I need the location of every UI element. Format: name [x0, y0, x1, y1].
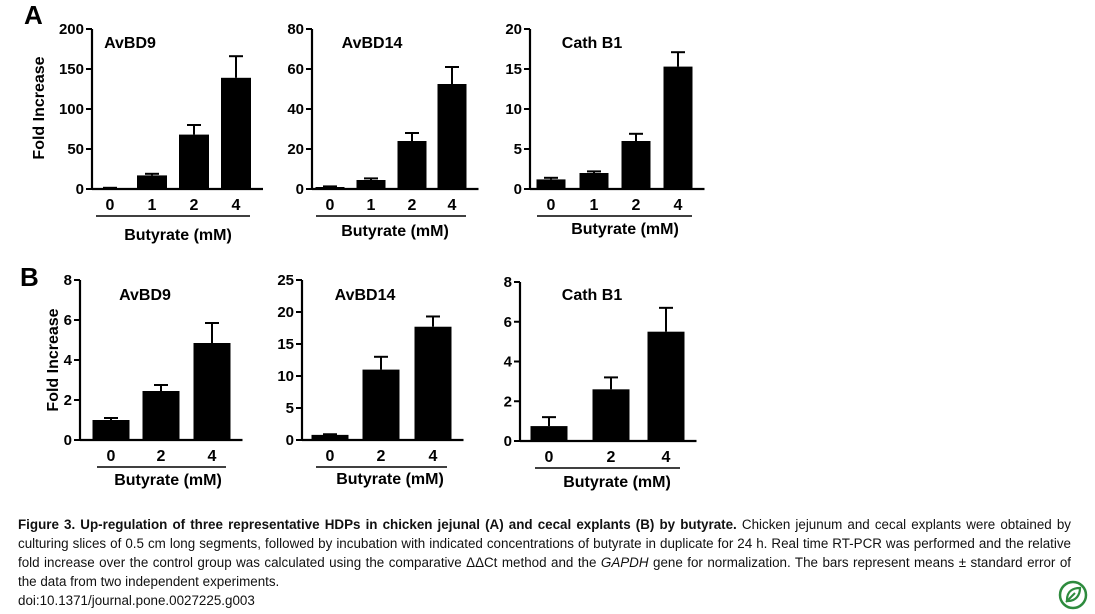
- bar: [221, 77, 251, 189]
- y-tick-label: 150: [59, 61, 84, 78]
- x-tick-label: 1: [367, 197, 376, 214]
- y-tick-label: 0: [504, 433, 512, 450]
- y-tick-label: 5: [286, 400, 294, 417]
- chart-title: Cath B1: [562, 287, 623, 304]
- bar: [579, 173, 609, 189]
- x-tick-label: 0: [326, 448, 335, 465]
- x-tick-label: 4: [674, 197, 683, 214]
- y-tick-label: 2: [504, 393, 512, 410]
- caption-doi: doi:10.1371/journal.pone.0027225.g003: [18, 593, 255, 608]
- y-tick-label: 8: [64, 272, 72, 289]
- panel-label-b: B: [20, 262, 39, 292]
- y-tick-label: 100: [59, 101, 84, 118]
- y-tick-label: 8: [504, 274, 512, 291]
- y-tick-label: 0: [296, 181, 304, 198]
- y-tick-label: 0: [514, 181, 522, 198]
- x-tick-label: 4: [448, 197, 457, 214]
- x-tick-label: 2: [190, 197, 199, 214]
- x-tick-label: 0: [107, 448, 116, 465]
- y-tick-label: 20: [505, 21, 522, 38]
- bar: [592, 389, 630, 441]
- chart-title: Cath B1: [562, 35, 623, 52]
- y-axis-label: Fold Increase: [45, 308, 62, 411]
- x-tick-label: 1: [590, 197, 599, 214]
- bar: [437, 84, 467, 189]
- y-tick-label: 5: [514, 141, 522, 158]
- bar: [92, 420, 130, 440]
- y-tick-label: 6: [64, 312, 72, 329]
- bar: [663, 66, 693, 189]
- y-tick-label: 60: [287, 61, 304, 78]
- y-axis-label: Fold Increase: [31, 56, 48, 159]
- y-tick-label: 25: [277, 272, 294, 289]
- caption-text-2: gene for normalization. The bars represe…: [18, 555, 1071, 589]
- x-axis-label: Butyrate (mM): [571, 221, 679, 238]
- x-tick-label: 4: [232, 197, 241, 214]
- bar: [647, 331, 685, 441]
- bar: [193, 343, 231, 440]
- x-tick-label: 2: [607, 449, 616, 466]
- x-tick-label: 0: [326, 197, 335, 214]
- chart-title: AvBD14: [342, 35, 403, 52]
- bar: [179, 134, 209, 189]
- figure-caption: Figure 3. Up-regulation of three represe…: [18, 515, 1071, 610]
- y-tick-label: 200: [59, 21, 84, 38]
- caption-gene: GAPDH: [600, 555, 649, 570]
- bar: [530, 426, 568, 441]
- plos-leaf-icon[interactable]: [1058, 580, 1088, 610]
- x-axis-label: Butyrate (mM): [563, 474, 671, 491]
- y-tick-label: 50: [67, 141, 84, 158]
- bar: [621, 141, 651, 189]
- y-tick-label: 4: [504, 354, 513, 371]
- x-tick-label: 2: [157, 448, 166, 465]
- x-tick-label: 0: [545, 449, 554, 466]
- x-axis-label: Butyrate (mM): [336, 471, 444, 488]
- panel-label-a: A: [24, 0, 43, 30]
- x-tick-label: 2: [632, 197, 641, 214]
- y-tick-label: 20: [277, 304, 294, 321]
- y-tick-label: 80: [287, 21, 304, 38]
- y-tick-label: 10: [277, 368, 294, 385]
- bar: [142, 391, 180, 440]
- x-tick-label: 4: [662, 449, 671, 466]
- bar: [137, 175, 167, 189]
- y-tick-label: 15: [277, 336, 294, 353]
- bar: [414, 326, 452, 440]
- chart-title: AvBD14: [335, 287, 396, 304]
- y-tick-label: 15: [505, 61, 522, 78]
- bar: [397, 141, 427, 189]
- y-tick-label: 0: [64, 432, 72, 449]
- caption-title: Figure 3. Up-regulation of three represe…: [18, 517, 737, 532]
- chart-title: AvBD9: [119, 287, 171, 304]
- y-tick-label: 20: [287, 141, 304, 158]
- y-tick-label: 10: [505, 101, 522, 118]
- y-tick-label: 0: [286, 432, 294, 449]
- x-tick-label: 4: [208, 448, 217, 465]
- x-tick-label: 2: [408, 197, 417, 214]
- y-tick-label: 40: [287, 101, 304, 118]
- bar: [356, 180, 386, 189]
- y-tick-label: 0: [76, 181, 84, 198]
- x-axis-label: Butyrate (mM): [341, 223, 449, 240]
- x-tick-label: 1: [148, 197, 157, 214]
- x-tick-label: 4: [429, 448, 438, 465]
- chart-title: AvBD9: [104, 35, 156, 52]
- x-axis-label: Butyrate (mM): [124, 227, 232, 244]
- bar: [536, 179, 566, 189]
- y-tick-label: 6: [504, 314, 512, 331]
- x-tick-label: 0: [547, 197, 556, 214]
- y-tick-label: 2: [64, 392, 72, 409]
- x-tick-label: 0: [106, 197, 115, 214]
- x-axis-label: Butyrate (mM): [114, 472, 222, 489]
- y-tick-label: 4: [64, 352, 73, 369]
- bar: [315, 187, 345, 189]
- bar: [311, 434, 349, 440]
- x-tick-label: 2: [377, 448, 386, 465]
- caption-text-1: Chicken jejunum and cecal explants were …: [18, 517, 1071, 570]
- bar: [362, 369, 400, 440]
